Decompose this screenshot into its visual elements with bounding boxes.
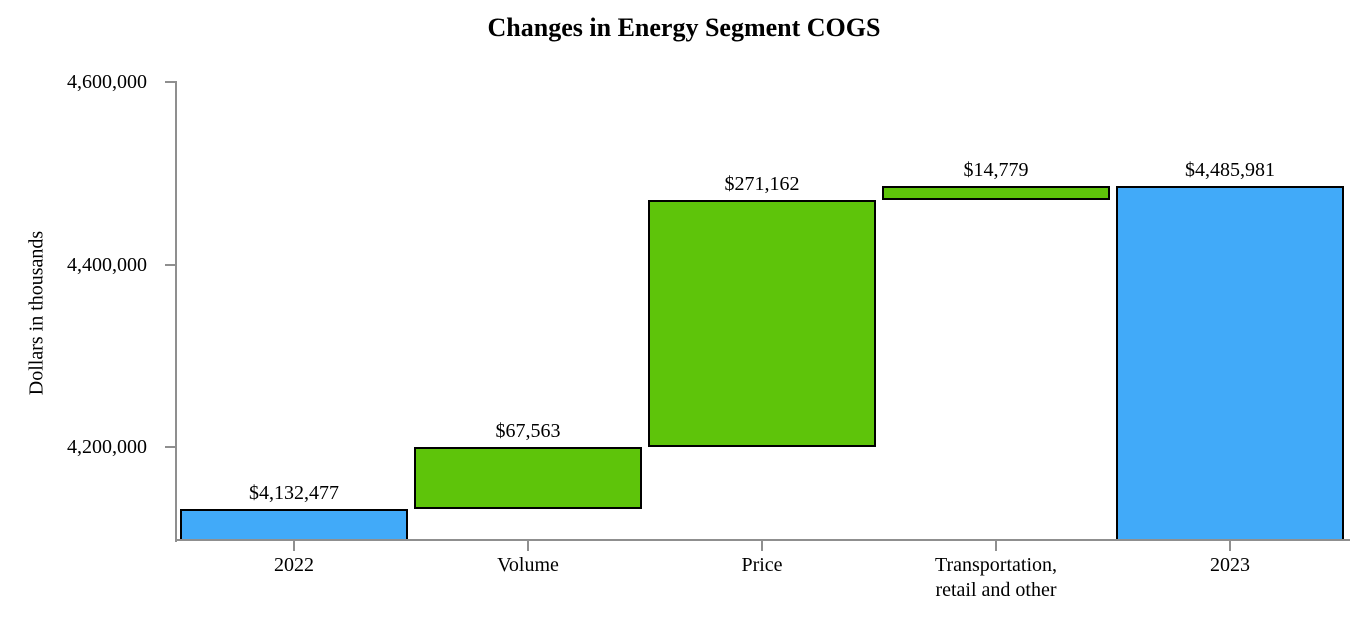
category-label-line: Price: [741, 554, 783, 576]
bar-2023: [1116, 186, 1344, 541]
category-label-line: Volume: [497, 554, 559, 576]
category-label-2022: 2022: [274, 553, 314, 578]
x-axis-line: [175, 539, 1350, 541]
bar-value-label-2022: $4,132,477: [249, 481, 339, 504]
bar-price: [648, 199, 876, 448]
bar-value-label-price: $271,162: [724, 172, 800, 195]
category-label-line: 2022: [274, 554, 314, 576]
y-axis-tick: [165, 81, 175, 83]
bar-2022: [180, 508, 408, 541]
bar-transportation-retail-and-other: [882, 186, 1110, 200]
category-label-2023: 2023: [1210, 553, 1250, 578]
category-label-volume: Volume: [497, 553, 559, 578]
y-axis-tick: [165, 263, 175, 266]
category-label-price: Price: [741, 553, 782, 578]
y-axis-tick: [165, 446, 175, 449]
category-label-line: Transportation,: [934, 554, 1058, 576]
y-tick-label: 4,600,000: [67, 71, 147, 93]
x-axis-tick-transportation-retail-and-other: [995, 540, 997, 551]
bar-value-label-2023: $4,485,981: [1185, 159, 1275, 182]
x-axis-tick-2022: [293, 540, 295, 551]
category-label-line: retail and other: [935, 579, 1057, 601]
x-axis-tick-2023: [1229, 540, 1231, 551]
x-axis-tick-price: [761, 540, 763, 551]
y-tick-label: 4,400,000: [67, 253, 147, 276]
x-axis-tick-volume: [527, 540, 529, 551]
y-axis-line: [175, 81, 177, 542]
bar-value-label-volume: $67,563: [495, 420, 561, 443]
bar-volume: [414, 447, 642, 509]
chart-title: Changes in Energy Segment COGS: [487, 13, 881, 42]
bar-value-label-transportation-retail-and-other: $14,779: [963, 159, 1029, 182]
y-tick-label: 4,200,000: [67, 436, 147, 459]
category-label-transportation-retail-and-other: Transportation, retail and other: [935, 553, 1057, 603]
category-label-line: 2023: [1210, 554, 1250, 576]
